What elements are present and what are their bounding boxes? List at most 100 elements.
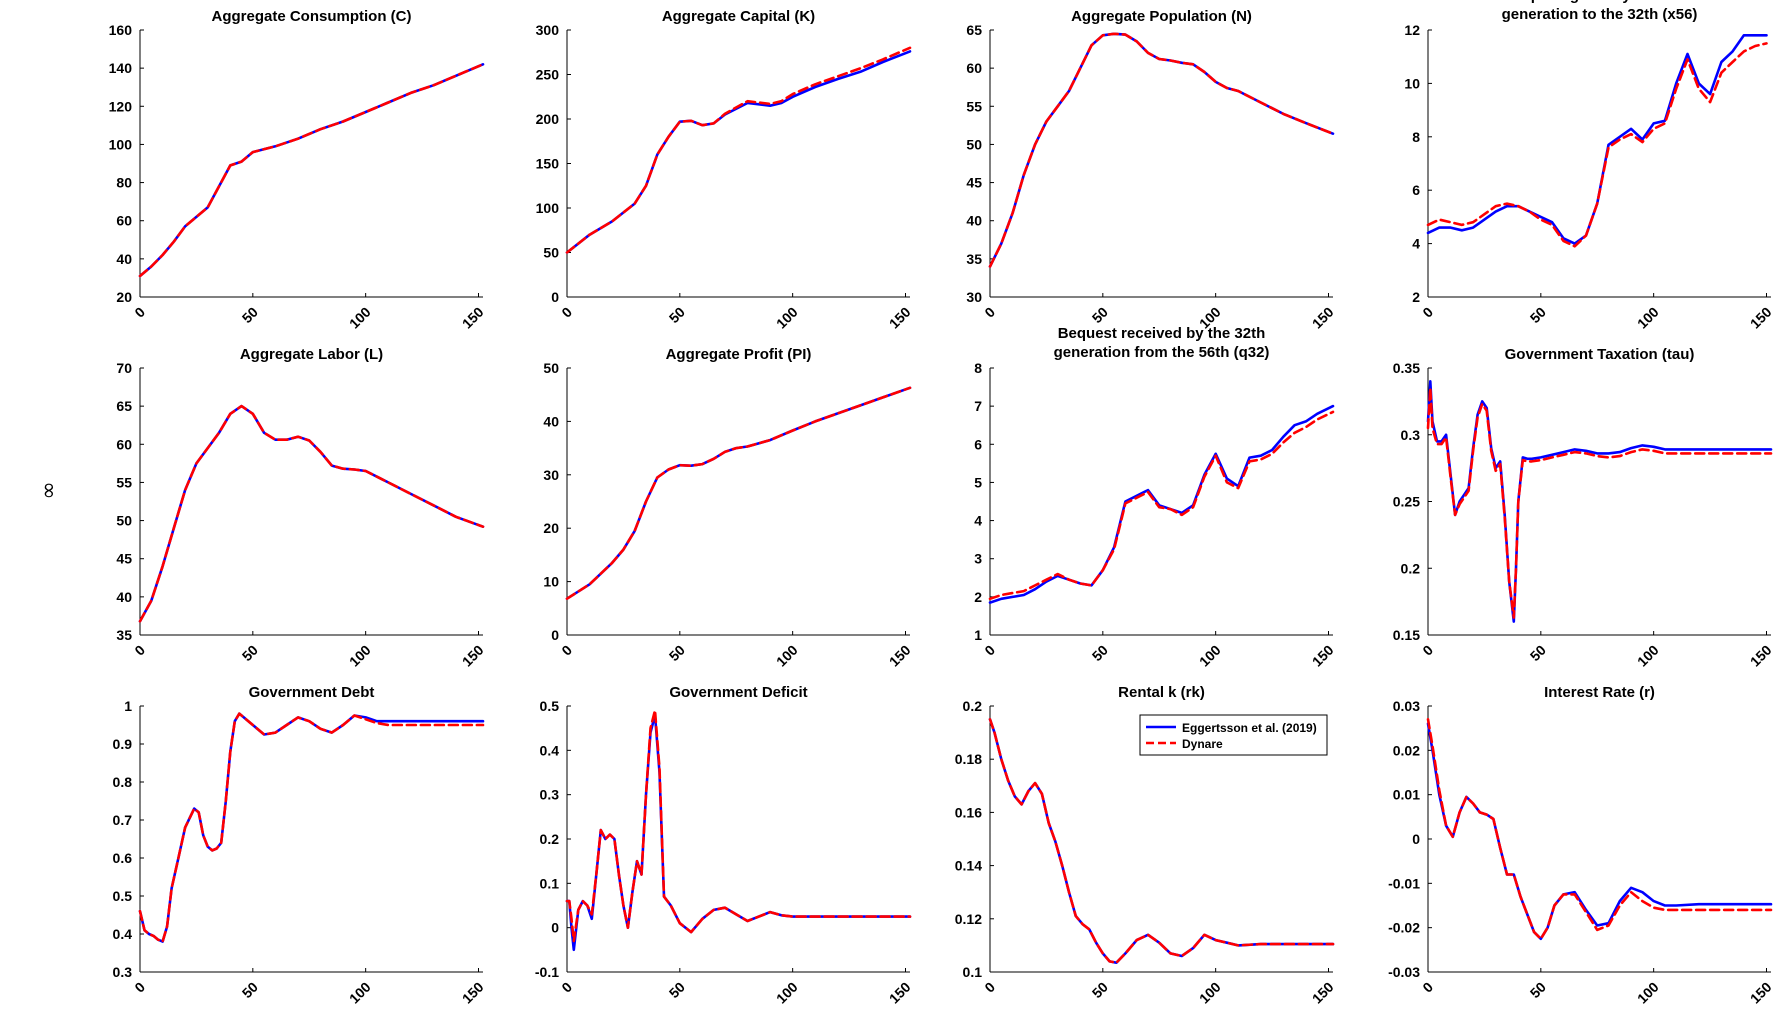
y-tick-label: 0.4 [540,742,560,758]
chart-panel-6: 0 10 20 30 40 50 0 50 100 150 Aggregate Profit (PI… [543,346,913,670]
chart-panel-12: -0.03 -0.02 -0.01 0 0.01 0.02 0.03 0 50 100 150 Int… [1388,684,1775,1007]
y-tick-label: 50 [116,513,132,529]
chart-panel-8: 0.15 0.2 0.25 0.3 0.35 0 50 100 150 Government Ta… [1393,346,1775,670]
x-tick-label: 0 [981,979,998,996]
y-tick-label: 0.02 [1393,742,1420,758]
x-tick-label: 100 [1196,979,1224,1007]
y-tick-label: 35 [966,251,982,267]
chart-title: Aggregate Population (N) [1071,8,1252,25]
x-tick-label: 150 [886,642,914,670]
y-tick-label: 0 [551,289,559,305]
series-line-dynare [138,404,485,623]
x-tick-label: 100 [773,642,801,670]
chart-title: Government Deficit [669,684,807,701]
y-tick-label: 0.25 [1393,494,1420,510]
x-tick-label: 0 [1419,304,1436,321]
y-tick-label: 20 [543,520,559,536]
chart-title: Government Debt [249,684,375,701]
x-tick-label: 100 [346,979,374,1007]
y-tick-label: 1 [974,627,982,643]
y-tick-label: 40 [116,589,132,605]
series-line-dynare [1426,42,1768,248]
y-tick-label: 150 [536,156,560,172]
y-tick-label: 0 [1412,831,1420,847]
y-tick-label: 0 [551,627,559,643]
y-tick-label: 100 [109,136,133,152]
chart-panel-10: -0.100.10.20.30.40.50 50 100 150Government … [535,684,914,1007]
chart-title: Interest Rate (r) [1544,684,1655,701]
y-tick-label: 0.01 [1393,787,1420,803]
x-tick-label: 50 [239,979,261,1001]
legend-label: Dynare [1182,737,1223,751]
chart-panel-5: 35 40 45 50 55 60 65 70 0 50 100 150 Aggregate Labor… [116,346,486,670]
x-tick-label: 50 [1527,304,1549,326]
y-tick-label: 30 [966,289,982,305]
y-tick-label: 80 [116,175,132,191]
x-tick-label: 0 [131,642,148,659]
x-tick-label: 150 [1309,642,1337,670]
y-tick-label: 0.35 [1393,360,1420,376]
y-tick-label: 12 [1404,22,1420,38]
x-tick-label: 0 [1419,979,1436,996]
x-tick-label: 150 [886,979,914,1007]
y-tick-label: 0.8 [113,774,133,790]
y-tick-label: -0.01 [1388,875,1420,891]
x-tick-label: 0 [131,304,148,321]
y-tick-label: 3 [974,551,982,567]
y-tick-label: 7 [974,398,982,414]
y-tick-label: 45 [966,175,982,191]
x-tick-label: 50 [1527,979,1549,1001]
y-tick-label: 8 [1412,129,1420,145]
y-tick-label: 50 [966,136,982,152]
legend-label: Eggertsson et al. (2019) [1182,721,1317,735]
x-tick-label: 150 [459,979,487,1007]
series-line-dynare [138,63,485,278]
y-tick-label: 0.6 [113,850,133,866]
y-tick-label: 0.14 [955,858,982,874]
chart-panel-11: 0.1 0.12 0.14 0.16 0.18 0.2 0 50 100 150 Rental k … [955,684,1337,1007]
y-tick-label: 10 [1404,75,1420,91]
y-tick-label: 50 [543,360,559,376]
y-tick-label: 250 [536,67,560,83]
y-tick-label: 40 [116,251,132,267]
y-tick-label: 45 [116,551,132,567]
x-tick-label: 0 [981,304,998,321]
x-tick-label: 150 [1747,642,1775,670]
y-tick-label: 5 [974,474,982,490]
y-tick-label: 50 [543,245,559,261]
chart-panel-1: 20 40 60 80 100 120 140 160 0 50 100 150 Aggregate C… [109,8,487,332]
y-tick-label: 0.16 [955,804,982,820]
y-tick-label: 2 [974,589,982,605]
series-line-dynare [138,712,485,943]
y-tick-label: 0.03 [1393,698,1420,714]
y-tick-label: -0.1 [535,964,559,980]
series-line-eggertsson [1426,33,1768,245]
y-tick-label: 1 [124,698,132,714]
x-tick-label: 100 [1634,642,1662,670]
series-line-eggertsson [565,386,912,601]
y-tick-label: 60 [116,436,132,452]
x-tick-label: 50 [1089,304,1111,326]
series-line-eggertsson [988,404,1335,604]
y-tick-label: 0.15 [1393,627,1420,643]
y-tick-label: 160 [109,22,133,38]
y-tick-label: 70 [116,360,132,376]
x-tick-label: 50 [666,979,688,1001]
x-tick-label: 100 [1634,979,1662,1007]
series-line-dynare [1426,386,1773,619]
y-tick-label: 0.9 [113,736,133,752]
series-line-dynare [988,717,1335,965]
y-tick-label: 55 [966,98,982,114]
chart-panel-2: 0 50 100 150 200 250 300 0 50 100 150 Aggregate Cap… [536,8,914,332]
y-tick-label: 6 [1412,182,1420,198]
y-tick-label: 0.3 [540,787,560,803]
series-line-dynare [565,709,912,943]
y-tick-label: 0.5 [540,698,560,714]
x-tick-label: 0 [558,642,575,659]
y-tick-label: 0 [551,920,559,936]
y-tick-label: 0.3 [113,964,133,980]
y-tick-label: 0.12 [955,911,982,927]
x-tick-label: 0 [1419,642,1436,659]
x-tick-label: 50 [666,304,688,326]
chart-title: Bequest received by the 32th [1058,325,1266,342]
